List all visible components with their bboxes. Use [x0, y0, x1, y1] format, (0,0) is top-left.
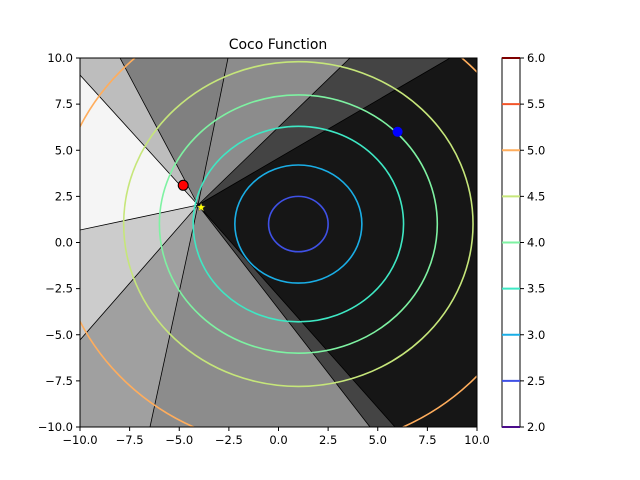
colorbar-tick-label: 2.5	[527, 374, 545, 388]
yellow-star	[196, 202, 206, 212]
blue-marker	[392, 126, 403, 137]
x-tick-label: 5.0	[369, 433, 387, 447]
red-marker	[177, 179, 189, 191]
region-white-left	[80, 75, 198, 230]
x-tick-label: 7.5	[418, 433, 436, 447]
contour-level-3	[234, 164, 363, 284]
region-mid-bottom	[150, 205, 370, 427]
colorbar-tick-label: 3.5	[527, 282, 545, 296]
y-tick-label: −2.5	[45, 282, 73, 296]
y-tick-label: 5.0	[55, 143, 73, 157]
y-tick-label: 2.5	[55, 189, 73, 203]
x-tick-label: 0.0	[269, 433, 287, 447]
contour-level-4	[158, 94, 439, 354]
colorbar-tick-label: 6.0	[527, 51, 545, 65]
y-tick-label: 0.0	[55, 236, 73, 250]
colorbar-tick-label: 3.0	[527, 328, 545, 342]
colorbar: 2.0 2.5 3.0 3.5 4.0 4.5 5.0 5.5 6.0	[501, 51, 545, 434]
colorbar-tick-label: 2.0	[527, 420, 545, 434]
contour-lines	[80, 58, 477, 427]
x-tick-label: −5.0	[165, 433, 193, 447]
contour-level-2-5	[267, 195, 329, 253]
y-tick-label: 10.0	[47, 51, 73, 65]
colorbar-ticks: 2.0 2.5 3.0 3.5 4.0 4.5 5.0 5.5 6.0	[502, 51, 545, 434]
colorbar-tick-label: 4.5	[527, 189, 545, 203]
y-tick-label: −5.0	[45, 328, 73, 342]
y-tick-label: −7.5	[45, 374, 73, 388]
contour-level-3-5	[192, 125, 405, 323]
markers	[177, 126, 403, 212]
x-tick-label: −2.5	[215, 433, 243, 447]
x-tick-label: −7.5	[116, 433, 144, 447]
colorbar-tick-label: 4.0	[527, 236, 545, 250]
colorbar-tick-label: 5.5	[527, 97, 545, 111]
plot-background	[80, 58, 477, 427]
region-light-top	[80, 58, 198, 205]
colorbar-tick-label: 5.0	[527, 143, 545, 157]
x-axis-ticks: −10.0 −7.5 −5.0 −2.5 0.0 2.5 5.0 7.5 10.0	[62, 427, 490, 447]
x-tick-label: 2.5	[319, 433, 337, 447]
y-axis-ticks: −10.0 −7.5 −5.0 −2.5 0.0 2.5 5.0 7.5 10.0	[38, 51, 80, 434]
region-gray-top	[120, 58, 228, 205]
x-tick-label: −10.0	[62, 433, 97, 447]
chart-title: Coco Function	[229, 37, 328, 53]
y-tick-label: 7.5	[55, 97, 73, 111]
x-tick-label: 10.0	[464, 433, 490, 447]
contour-level-4-5	[122, 60, 474, 388]
y-tick-label: −10.0	[38, 420, 73, 434]
